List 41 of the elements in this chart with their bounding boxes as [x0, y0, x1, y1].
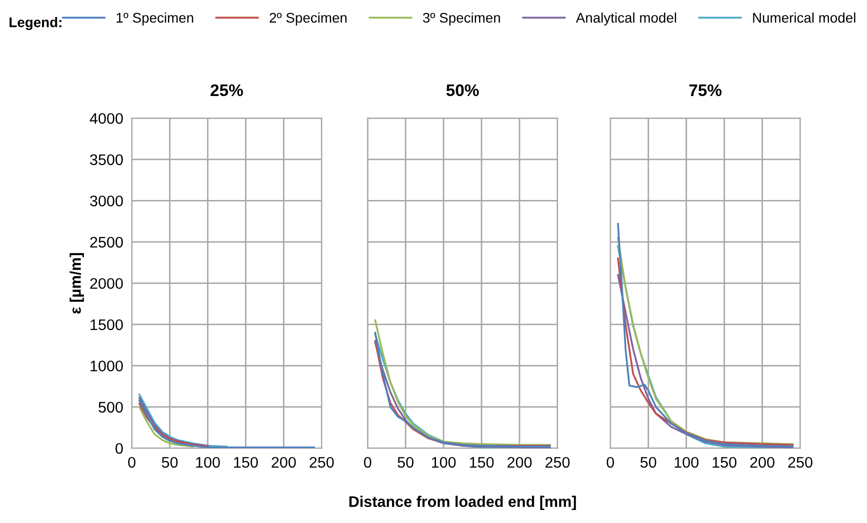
x-axis-title: Distance from loaded end [mm]: [349, 496, 576, 510]
x-tick-label: 50: [398, 456, 414, 468]
legend-label: 1º Specimen: [116, 12, 194, 26]
line-series: [138, 394, 228, 448]
x-tick-label: 0: [128, 456, 136, 468]
y-tick-label: 4000: [90, 113, 123, 124]
chart-title: 25%: [210, 84, 243, 96]
x-tick-label: 250: [788, 456, 812, 468]
x-tick-label: 100: [432, 456, 456, 468]
x-tick-label: 250: [546, 456, 570, 468]
x-tick-label: 250: [310, 456, 334, 468]
x-tick-label: 50: [162, 456, 178, 468]
legend-label: 3º Specimen: [422, 12, 500, 26]
x-tick-label: 150: [470, 456, 494, 468]
legend-title: Legend:: [10, 17, 62, 30]
x-tick-label: 200: [508, 456, 532, 468]
x-tick-label: 150: [234, 456, 258, 468]
x-tick-label: 100: [674, 456, 698, 468]
chart-title: 75%: [689, 84, 722, 96]
line-series: [138, 399, 315, 448]
x-tick-label: 150: [712, 456, 736, 468]
y-tick-label: 1000: [90, 360, 123, 372]
x-tick-label: 0: [364, 456, 372, 468]
x-tick-label: 200: [272, 456, 296, 468]
line-series: [138, 406, 194, 448]
y-tick-label: 1500: [90, 319, 123, 330]
x-tick-label: 100: [196, 456, 220, 468]
y-tick-label: 0: [116, 443, 123, 454]
x-tick-label: 0: [606, 456, 614, 468]
y-tick-label: 3500: [90, 154, 123, 166]
y-tick-label: 500: [98, 402, 123, 413]
legend-label: 2º Specimen: [270, 12, 347, 26]
y-axis-title: ε [µm/m]: [70, 253, 84, 314]
x-tick-label: 50: [640, 456, 656, 468]
y-tick-label: 2500: [90, 236, 123, 248]
x-tick-label: 200: [750, 456, 774, 468]
y-tick-label: 3000: [90, 196, 123, 206]
legend-label: Analytical model: [576, 12, 676, 26]
legend-label: Numerical model: [753, 12, 856, 23]
y-tick-label: 2000: [90, 278, 123, 289]
chart-title: 50%: [446, 84, 479, 96]
